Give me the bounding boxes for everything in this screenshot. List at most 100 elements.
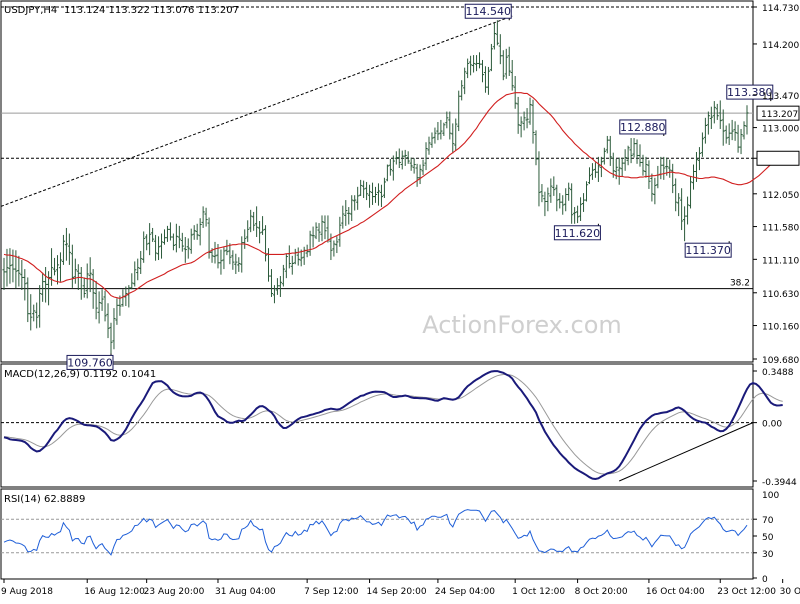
- ohlc-bar: [231, 250, 235, 270]
- ohlc-bar: [528, 97, 532, 125]
- ohlc-bar: [519, 116, 523, 138]
- annotation-box: [66, 354, 114, 370]
- price-tick-label: 111.110: [762, 256, 799, 266]
- ohlc-bar: [567, 182, 571, 201]
- ohlc-bar: [466, 58, 470, 79]
- ohlc-bar: [195, 223, 199, 240]
- price-trendline: [0, 15, 513, 207]
- ohlc-bar: [674, 178, 678, 212]
- level-box: [756, 150, 800, 166]
- rsi-lines: [1, 509, 753, 556]
- ohlc-bar: [537, 151, 541, 207]
- ohlc-bar: [564, 188, 568, 212]
- ohlc-bar: [142, 231, 146, 263]
- rsi-tick-label: 50: [762, 533, 774, 543]
- ohlc-bar: [546, 187, 550, 212]
- price-panel: [0, 0, 754, 363]
- ohlc-bar: [299, 249, 303, 267]
- x-tick-label: 7 Sep 12:00: [304, 587, 359, 597]
- ohlc-bar: [159, 233, 164, 259]
- x-tick-label: 8 Oct 20:00: [575, 587, 628, 597]
- ohlc-bar: [204, 207, 208, 227]
- ohlc-bar: [641, 154, 645, 176]
- ohlc-bar: [367, 184, 372, 208]
- ohlc-bar: [275, 278, 280, 295]
- ohlc-bar: [724, 125, 728, 144]
- ohlc-bar: [91, 269, 95, 309]
- ohlc-bar: [103, 290, 107, 322]
- symbol-header: USDJPY,H4: [4, 5, 57, 16]
- price-y-axis: 114.730114.200113.470113.000112.560112.0…: [753, 4, 800, 366]
- ohlc-bar: [730, 119, 734, 141]
- annotation-box: [726, 84, 774, 100]
- ohlc-bar: [356, 186, 360, 210]
- ohlc-bar: [700, 132, 705, 157]
- ohlc-bar: [308, 230, 312, 256]
- ohlc-bar: [350, 195, 354, 221]
- ohlc-bar: [611, 152, 615, 178]
- annotation-113.380: 113.380: [726, 84, 774, 102]
- annotation-box: [553, 225, 601, 241]
- ohlc-bar: [373, 186, 378, 203]
- ohlc-bar: [596, 156, 600, 182]
- ohlc-bar: [709, 106, 713, 129]
- ohlc-bar: [311, 226, 315, 248]
- ohlc-bar: [61, 234, 66, 265]
- ohlc-bar: [70, 244, 74, 288]
- ohlc-bar: [733, 121, 737, 141]
- ohlc-bar: [112, 308, 116, 350]
- ohlc-bar: [305, 244, 309, 258]
- ohlc-bar: [97, 291, 101, 324]
- ohlc-bar: [46, 271, 51, 306]
- ohlc-bar: [255, 206, 259, 238]
- ohlc-bar: [451, 123, 455, 154]
- ohlc-bar: [668, 159, 672, 178]
- ohlc-bar: [272, 285, 277, 304]
- ohlc-bar: [252, 211, 256, 231]
- ohlc-bar: [501, 50, 505, 81]
- ohlc-bar: [249, 209, 253, 233]
- ohlc-bar: [243, 229, 247, 249]
- ohlc-bar: [362, 180, 366, 198]
- ohlc-bar: [388, 158, 392, 176]
- ohlc-bar: [234, 253, 238, 274]
- ohlc-bar: [23, 269, 27, 301]
- ohlc-bar: [246, 220, 250, 242]
- ohlc-bar: [486, 66, 491, 95]
- ohlc-bar: [263, 225, 268, 262]
- ohlc-bar: [406, 151, 410, 164]
- annotation-text: 111.620: [555, 227, 601, 240]
- ohlc-bar: [454, 118, 458, 151]
- ohlc-bar: [703, 117, 707, 144]
- ohlc-bar: [516, 96, 520, 134]
- price-tick-label: 112.050: [762, 191, 799, 201]
- ohlc-bar: [552, 176, 556, 196]
- ohlc-bar: [228, 243, 232, 265]
- x-tick-label: 23 Oct 12:00: [717, 587, 776, 597]
- ohlc-bar: [718, 100, 722, 129]
- x-tick-label: 24 Sep 04:00: [435, 587, 495, 597]
- ohlc-bar: [570, 183, 574, 224]
- ohlc-bar: [148, 223, 152, 256]
- ohlc-bar: [694, 151, 699, 182]
- price-tick-label: 111.580: [762, 224, 799, 234]
- annotation-text: 112.880: [620, 121, 666, 134]
- rsi-line: [3, 509, 748, 556]
- annotation-111.620: 111.620: [553, 223, 601, 241]
- ohlc-bar: [561, 195, 565, 215]
- ohlc-bar: [727, 123, 731, 146]
- ohlc-bar: [712, 101, 716, 124]
- ohlc-bar: [688, 176, 693, 209]
- ohlc-bar: [736, 124, 740, 153]
- ohlc-bar: [29, 294, 33, 331]
- ohlc-bar: [359, 179, 363, 196]
- ohlc-bar: [608, 135, 612, 166]
- x-tick-label: 30 Oct 20:00: [780, 587, 800, 597]
- ohlc-bar: [543, 191, 547, 217]
- price-tick-label: 109.680: [762, 356, 799, 366]
- rsi-tick-label: 70: [762, 516, 774, 526]
- ohlc-bar: [79, 266, 83, 300]
- annotation-111.370: 111.370: [684, 241, 732, 258]
- ohlc-bar: [671, 163, 675, 194]
